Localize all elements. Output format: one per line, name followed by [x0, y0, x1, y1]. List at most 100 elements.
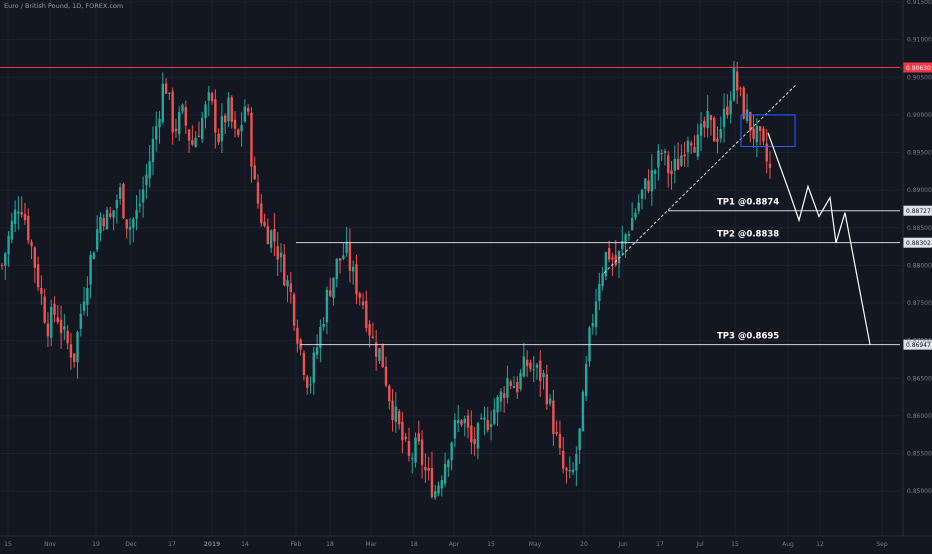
candle-body — [552, 400, 555, 435]
candle-body — [86, 287, 89, 305]
candle-body — [115, 200, 119, 209]
candle-body — [105, 209, 109, 230]
candle-body — [217, 133, 220, 143]
candle-body — [624, 234, 627, 244]
candle-body — [171, 91, 174, 133]
candle-body — [128, 226, 132, 230]
candle-body — [53, 303, 56, 316]
candle-body — [591, 323, 594, 327]
candle-body — [499, 391, 503, 402]
candle-body — [496, 396, 499, 413]
target-label: TP3 @0.8695 — [717, 332, 779, 342]
time-axis[interactable]: 15 Nov 19 Dec 17 2019 14 Feb 18 Mar 18 Apr 15 May 20 Ju… — [0, 535, 932, 548]
x-tick-label: Dec — [125, 541, 137, 548]
candle-body — [365, 300, 368, 329]
x-tick-label: Apr — [449, 541, 460, 548]
candle-body — [699, 123, 703, 136]
candle-body — [13, 209, 17, 225]
x-tick-label: Sep — [876, 541, 888, 548]
candle-body — [617, 251, 621, 264]
candle-body — [243, 106, 247, 122]
candle-body — [33, 247, 37, 268]
x-tick-label: 15 — [731, 541, 739, 548]
candle-body — [765, 143, 768, 162]
candle-body — [460, 420, 463, 425]
candle-body — [739, 87, 742, 89]
candle-body — [296, 327, 299, 344]
candle-body — [63, 326, 66, 330]
x-tick-label: Jun — [617, 541, 628, 548]
y-tick-label: 0.88500 — [907, 225, 932, 232]
candle-body — [145, 174, 148, 186]
candle-body — [155, 126, 158, 140]
y-tick-label: 0.89500 — [907, 150, 932, 157]
candle-body — [368, 324, 371, 336]
supply-zone-box — [740, 114, 796, 147]
candle-body — [89, 254, 92, 285]
candle-body — [174, 128, 178, 132]
x-tick-label: 15 — [487, 541, 495, 548]
candle-body — [647, 180, 650, 192]
candle-body — [351, 266, 355, 272]
x-tick-label: Feb — [291, 541, 302, 548]
candle-body — [696, 134, 699, 157]
candle-body — [440, 480, 443, 489]
price-axis[interactable]: 0.91500 0.91000 0.90500 0.90000 0.89500 0.890… — [902, 0, 932, 536]
y-tick-label: 0.90500 — [907, 74, 932, 81]
x-tick-label: 18 — [326, 541, 334, 548]
candle-body — [644, 178, 647, 190]
candle-body — [735, 71, 739, 91]
candle-body — [614, 255, 617, 265]
candle-body — [122, 183, 125, 218]
x-tick-label: 2019 — [204, 541, 221, 548]
candle-body — [302, 352, 306, 375]
candle-body — [571, 469, 575, 473]
candle-body — [109, 213, 112, 217]
candle-body — [762, 128, 765, 142]
candle-body — [76, 332, 79, 363]
candle-body — [335, 258, 338, 280]
candle-body — [680, 155, 683, 166]
candle-body — [568, 470, 571, 472]
candle-body — [135, 210, 138, 220]
candle-body — [427, 468, 430, 471]
candle-body — [539, 360, 542, 381]
candle-body — [230, 97, 233, 122]
candle-body — [184, 107, 187, 126]
candle-body — [338, 258, 342, 261]
candle-body — [709, 115, 713, 121]
y-tick-label: 0.87000 — [907, 338, 932, 345]
candle-body — [768, 163, 772, 168]
y-tick-label: 0.85000 — [907, 488, 932, 495]
candle-body — [237, 129, 240, 136]
candle-body — [312, 352, 315, 383]
candle-body — [315, 347, 319, 355]
candle-body — [453, 420, 457, 439]
candle-body — [663, 150, 667, 153]
candle-body — [204, 104, 207, 118]
candle-body — [220, 116, 224, 142]
candle-body — [437, 485, 440, 494]
candle-body — [358, 293, 361, 298]
candle-body — [118, 187, 122, 199]
candle-body — [27, 215, 30, 241]
candle-body — [95, 229, 99, 250]
candle-body — [397, 411, 401, 425]
candle-body — [601, 273, 604, 287]
y-tick-label: 0.86500 — [907, 375, 932, 382]
resistance-price-tag — [903, 62, 932, 73]
candle-body — [732, 67, 736, 101]
candle-body — [4, 253, 7, 266]
chart-drawings[interactable] — [603, 84, 871, 345]
horizontal-levels[interactable]: 0.90630 TP1 @0.8874 0.88727 TP2 @0.8838 0.88… — [0, 62, 932, 350]
candle-body — [50, 306, 53, 338]
candle-body — [56, 317, 59, 323]
y-tick-label: 0.87500 — [907, 300, 932, 307]
candle-body — [286, 280, 289, 287]
candle-body — [306, 376, 309, 388]
candle-body — [621, 240, 624, 250]
candle-body — [391, 400, 394, 421]
candle-body — [207, 92, 210, 101]
